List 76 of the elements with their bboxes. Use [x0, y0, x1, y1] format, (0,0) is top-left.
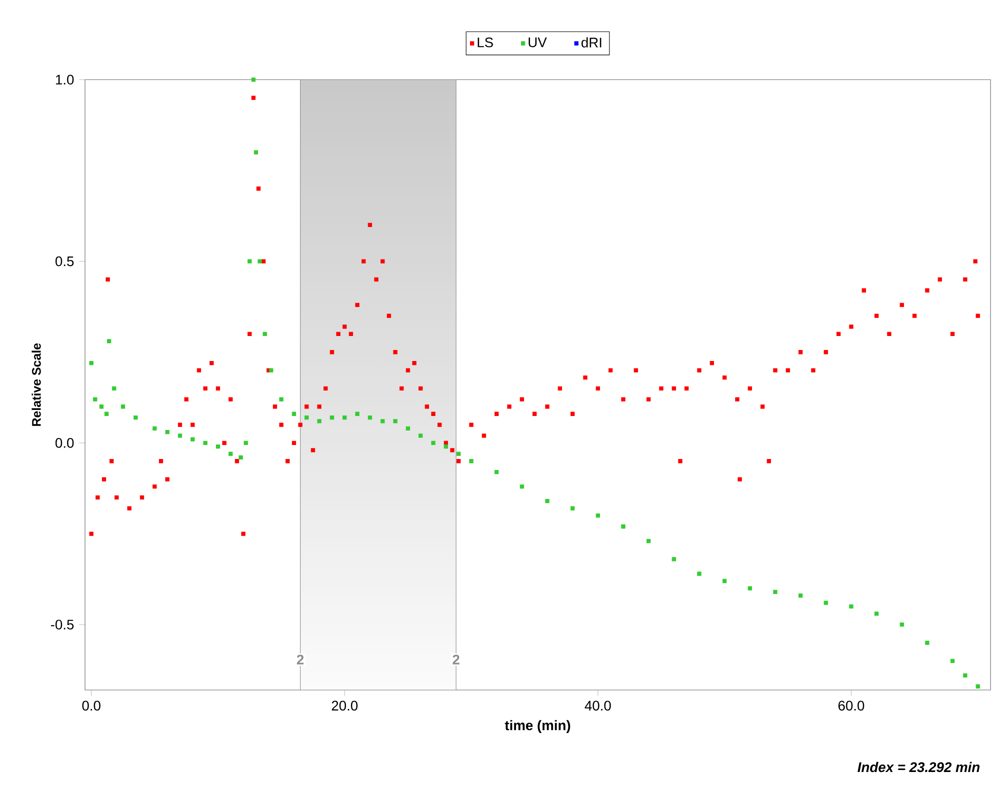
- point: [120, 404, 126, 409]
- point: [190, 437, 195, 442]
- x-tick-label: 20.0: [332, 700, 358, 711]
- point: [244, 440, 248, 446]
- point: [254, 150, 258, 154]
- point: [697, 572, 702, 576]
- band-label: 2: [296, 654, 304, 664]
- point: [469, 459, 474, 464]
- point: [89, 360, 94, 366]
- point: [104, 412, 109, 416]
- point: [251, 78, 256, 82]
- point: [304, 415, 309, 420]
- point: [621, 524, 626, 529]
- point: [406, 426, 410, 430]
- point: [950, 658, 955, 664]
- y-tick-label: 1.0: [56, 74, 74, 85]
- point: [824, 600, 828, 605]
- x-tick-label: 0.0: [82, 700, 100, 711]
- point: [596, 514, 600, 518]
- y-tick-label: -0.5: [50, 620, 74, 630]
- point: [368, 415, 372, 420]
- point: [165, 430, 170, 434]
- legend-label: UV: [528, 38, 547, 48]
- x-tick-label: 40.0: [584, 700, 611, 711]
- point: [99, 404, 104, 409]
- point: [963, 673, 968, 678]
- y-tick-label: 0.0: [56, 438, 74, 448]
- point: [93, 397, 98, 402]
- point: [722, 578, 727, 584]
- point: [456, 452, 461, 456]
- point: [330, 415, 334, 420]
- point: [238, 455, 243, 460]
- point: [418, 434, 423, 438]
- point: [178, 434, 182, 438]
- point: [269, 368, 274, 372]
- legend-label: dRI: [582, 37, 602, 48]
- point: [849, 604, 854, 609]
- point: [262, 332, 267, 336]
- point: [106, 339, 112, 344]
- point: [317, 419, 322, 424]
- point: [798, 593, 803, 598]
- point: [672, 557, 676, 562]
- point: [646, 538, 651, 544]
- x-axis-title: time (min): [504, 720, 570, 734]
- point: [874, 612, 879, 616]
- point: [444, 444, 448, 449]
- point: [152, 426, 157, 430]
- point: [520, 484, 524, 489]
- point: [545, 499, 550, 504]
- point: [258, 259, 262, 264]
- point: [976, 684, 980, 688]
- point: [748, 586, 752, 590]
- point: [773, 590, 778, 594]
- point: [494, 470, 499, 474]
- point: [393, 419, 398, 424]
- point: [112, 386, 116, 391]
- x-tick-label: 60.0: [838, 700, 864, 711]
- text: 2: [452, 654, 460, 664]
- point: [203, 440, 208, 446]
- point: [380, 419, 385, 424]
- point: [925, 640, 930, 645]
- point: [900, 622, 904, 627]
- point: [279, 397, 284, 402]
- point: [431, 440, 436, 446]
- point: [342, 415, 347, 420]
- text: Index = 23.292 min: [858, 762, 980, 772]
- point: [134, 415, 138, 420]
- point: [355, 412, 360, 416]
- y-tick-label: 0.5: [56, 256, 74, 266]
- point: [570, 506, 575, 510]
- legend-label: LS: [478, 38, 493, 48]
- point: [228, 452, 233, 456]
- y-axis-title: Relative Scale: [32, 343, 41, 426]
- point: [292, 412, 296, 416]
- point: [248, 259, 252, 264]
- point: [216, 444, 220, 449]
